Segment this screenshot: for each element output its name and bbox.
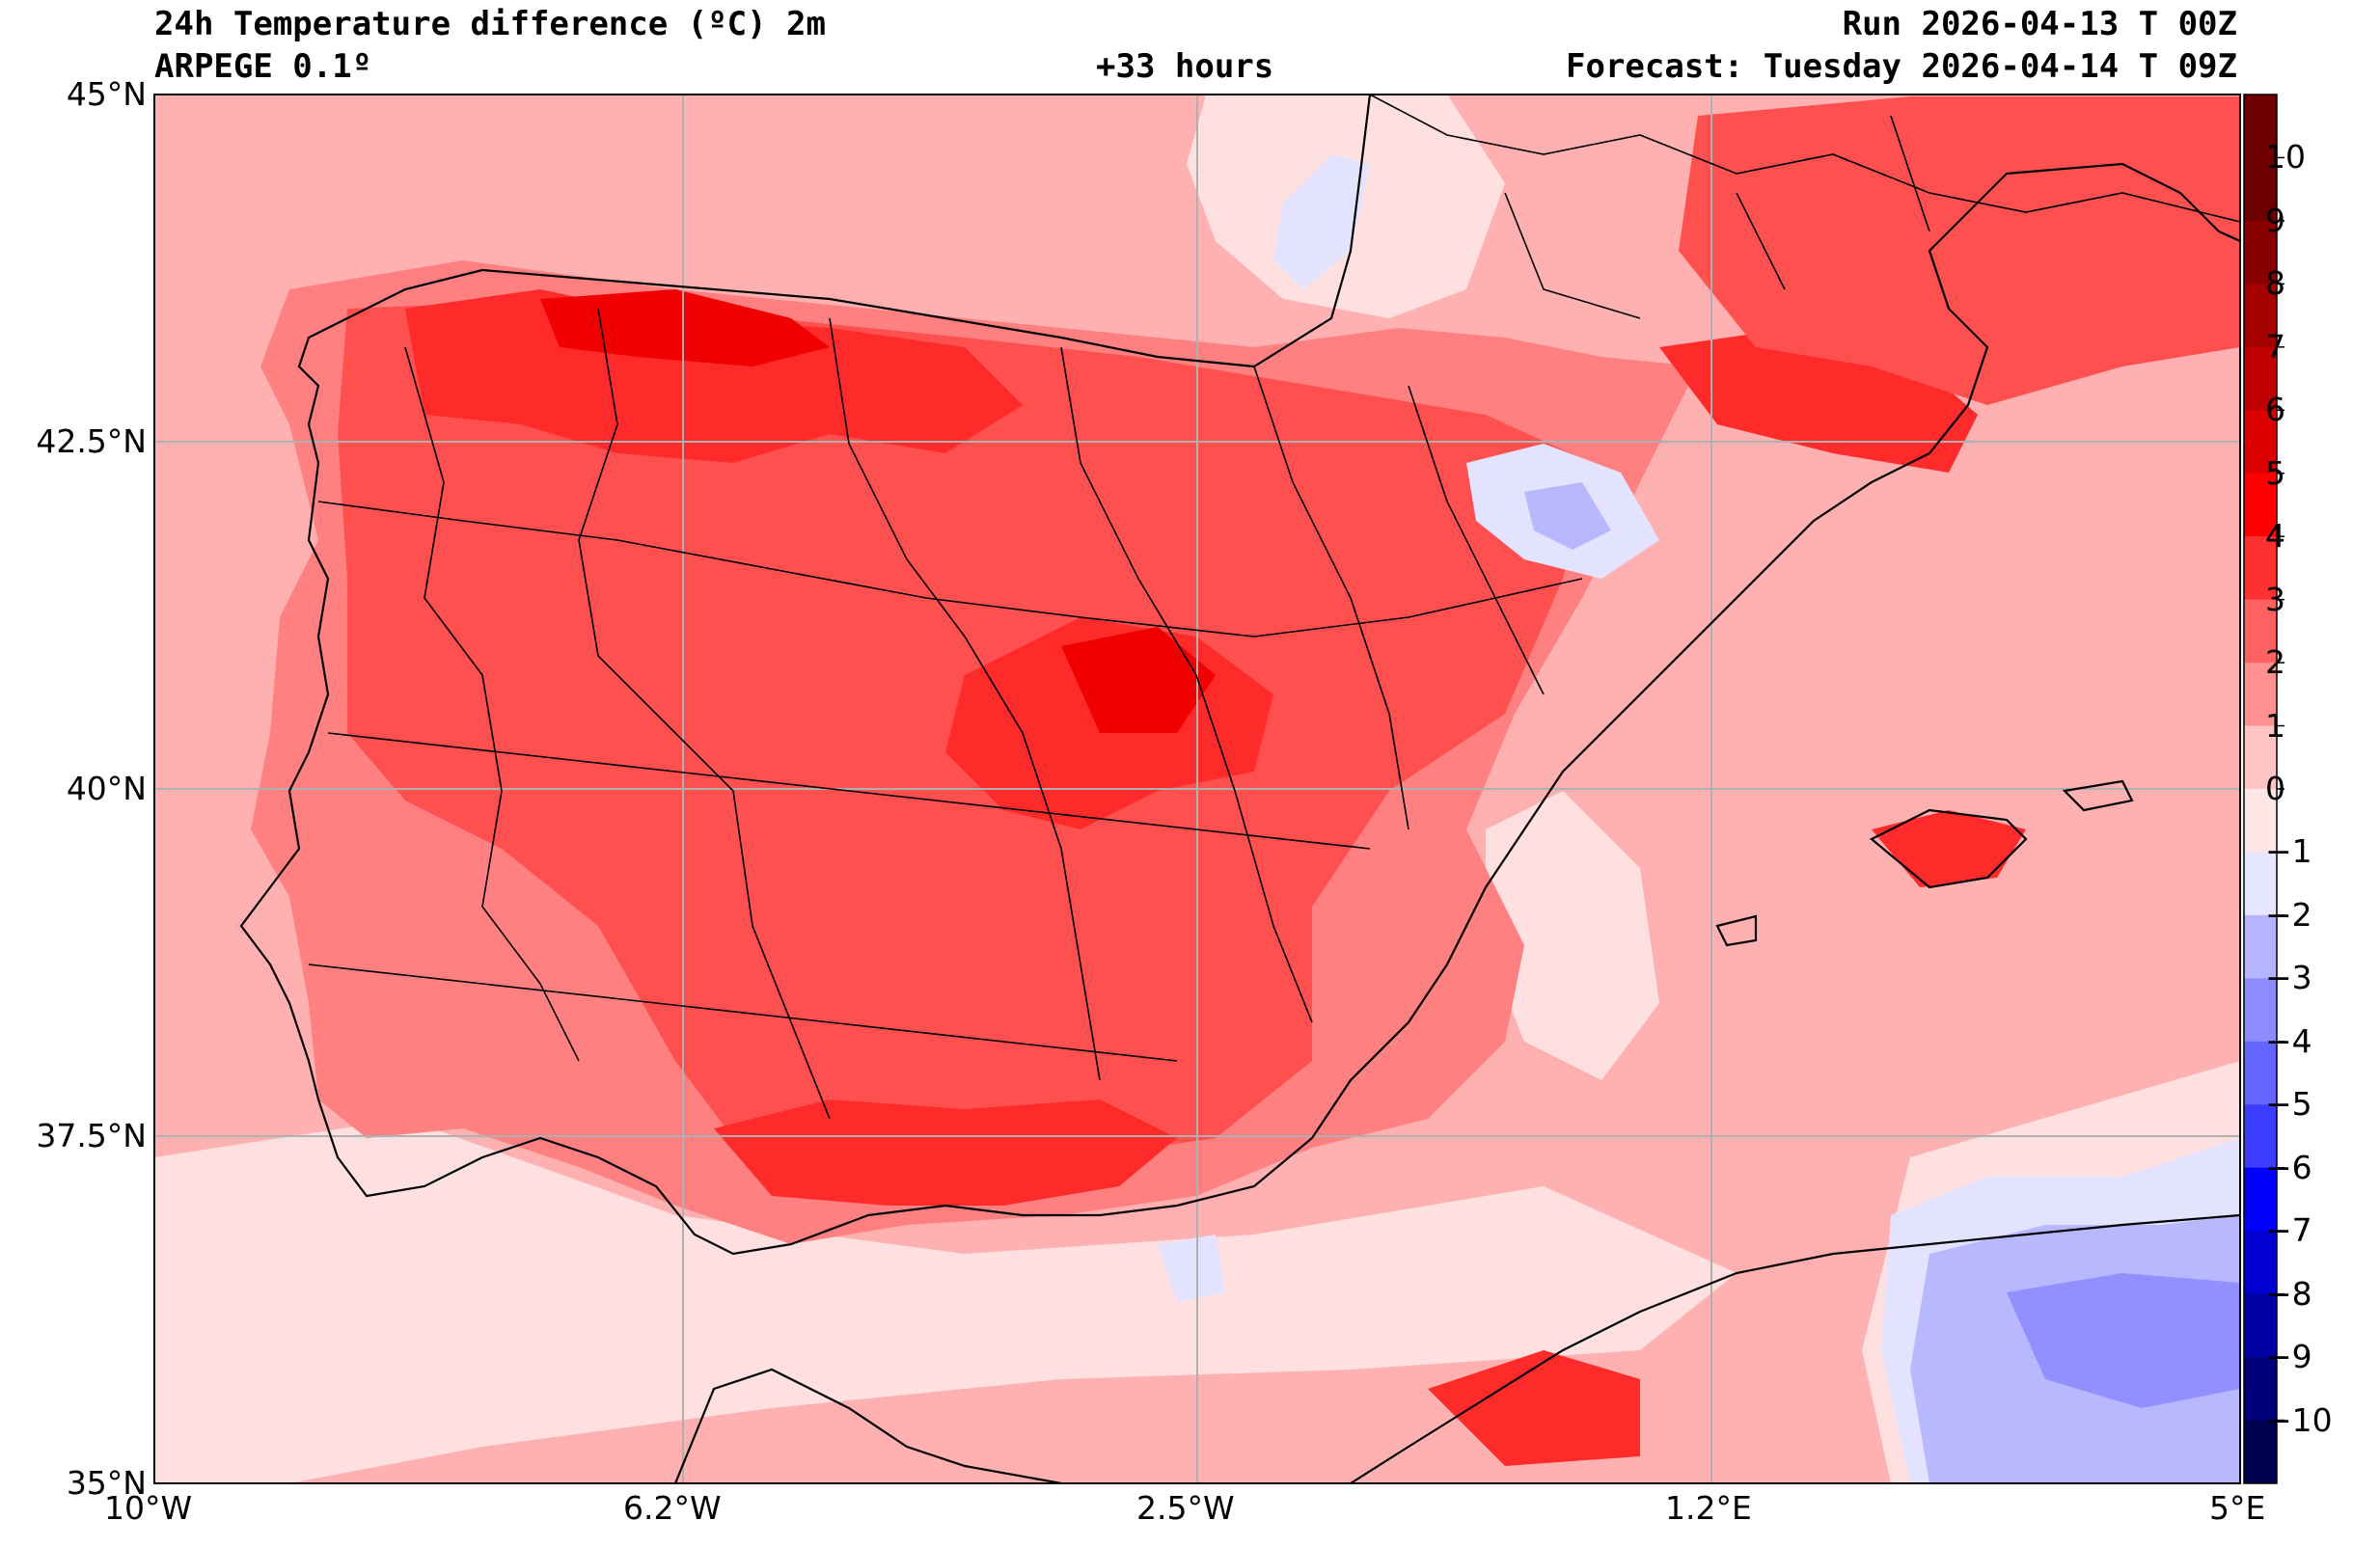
colorbar-tick-label: 3 bbox=[2265, 580, 2285, 618]
field-5-6-asturias bbox=[540, 289, 830, 366]
lat-label-35: 35°N bbox=[66, 1464, 147, 1502]
colorbar-band bbox=[2244, 914, 2277, 979]
colorbar-band bbox=[2244, 1104, 2277, 1169]
field-4-5-mallorca bbox=[1872, 810, 2026, 887]
menorca-coast bbox=[2062, 779, 2134, 812]
map-title: 24h Temperature difference (ºC) 2m bbox=[154, 5, 826, 43]
coastlines bbox=[239, 95, 2240, 1483]
field-0-1-med bbox=[1486, 791, 1659, 1080]
colorbar-tick-label: −6 bbox=[2265, 1148, 2312, 1186]
colorbar-tick-label: 0 bbox=[2265, 770, 2285, 807]
lat-label-42-5: 42.5°N bbox=[36, 422, 147, 460]
colorbar-tick-label: −4 bbox=[2265, 1021, 2312, 1060]
field-4-5-south bbox=[714, 1099, 1177, 1206]
colorbar-tick-label: −5 bbox=[2265, 1085, 2312, 1124]
model-label: ARPEGE 0.1º bbox=[154, 47, 372, 86]
iberia-coast bbox=[239, 95, 2240, 1256]
colorbar-tick-label: −8 bbox=[2265, 1274, 2312, 1313]
map-frame bbox=[153, 94, 2241, 1484]
field-m1-0-spot bbox=[1158, 1235, 1225, 1302]
colorbar-tick-label: 6 bbox=[2265, 391, 2285, 429]
forecast-label: Forecast: Tuesday 2026-04-14 T 09Z bbox=[1566, 47, 2237, 86]
colorbar-tick-label: −7 bbox=[2265, 1211, 2312, 1250]
colorbar-tick-label: 10 bbox=[2265, 138, 2306, 176]
colorbar-band bbox=[2244, 346, 2277, 411]
colorbar-band bbox=[2244, 410, 2277, 475]
colorbar-tick-label: −3 bbox=[2265, 959, 2312, 997]
colorbar-tick-label: 9 bbox=[2265, 201, 2285, 239]
colorbar-band bbox=[2244, 599, 2277, 664]
field-m2-m1-ebro bbox=[1524, 482, 1611, 550]
field-3-4-france bbox=[1679, 96, 2240, 405]
field-5-6-center bbox=[1061, 627, 1216, 733]
colorbar bbox=[2244, 95, 2284, 1484]
colorbar-tick-label: 8 bbox=[2265, 264, 2285, 303]
field-m1-0-biscay bbox=[1273, 154, 1370, 289]
lat-label-45: 45°N bbox=[66, 75, 147, 113]
colorbar-band bbox=[2244, 1420, 2277, 1484]
colorbar-band bbox=[2244, 1231, 2277, 1295]
colorbar-tick-label: 5 bbox=[2265, 453, 2285, 492]
field-m3-m2-sea bbox=[2007, 1273, 2240, 1408]
colorbar-tick-label: 7 bbox=[2265, 327, 2285, 366]
field-0-1-south bbox=[154, 1119, 1737, 1483]
colorbar-band bbox=[2244, 852, 2277, 916]
graticule bbox=[154, 95, 2240, 1483]
map-field bbox=[154, 95, 2240, 1483]
colorbar-band bbox=[2244, 1041, 2277, 1105]
mallorca-coast bbox=[1870, 808, 2028, 889]
colorbar-band bbox=[2244, 220, 2277, 285]
colorbar-band bbox=[2244, 157, 2277, 222]
colorbar-tick-label: 4 bbox=[2265, 517, 2285, 556]
admin-borders bbox=[308, 95, 2240, 1120]
colorbar-tick-label: 2 bbox=[2265, 643, 2285, 682]
colorbar-band bbox=[2244, 473, 2277, 537]
colorbar-band bbox=[2244, 1167, 2277, 1232]
lead-time-label: +33 hours bbox=[1096, 47, 1274, 86]
colorbar-band bbox=[2244, 95, 2277, 158]
lon-label-2-5w: 2.5°W bbox=[1136, 1489, 1235, 1527]
ibiza-coast bbox=[1715, 914, 1758, 947]
colorbar-frame bbox=[2243, 94, 2278, 1484]
lon-label-1-2e: 1.2°E bbox=[1665, 1489, 1752, 1527]
colorbar-band bbox=[2244, 1293, 2277, 1358]
colorbar-band bbox=[2244, 978, 2277, 1043]
field-4-5-maghreb bbox=[1428, 1350, 1640, 1466]
lon-label-5e: 5°E bbox=[2209, 1489, 2266, 1527]
colorbar-band bbox=[2244, 1357, 2277, 1422]
lat-label-40: 40°N bbox=[66, 770, 147, 807]
colorbar-band bbox=[2244, 725, 2277, 790]
colorbar-band bbox=[2244, 536, 2277, 601]
run-label: Run 2026-04-13 T 00Z bbox=[1842, 5, 2237, 43]
colorbar-tick-label: −10 bbox=[2265, 1400, 2333, 1439]
colorbar-band bbox=[2244, 284, 2277, 348]
lon-label-6-2w: 6.2°W bbox=[623, 1489, 722, 1527]
lat-label-37-5: 37.5°N bbox=[36, 1117, 147, 1154]
colorbar-tick-label: 1 bbox=[2265, 706, 2285, 745]
lon-label-10w: 10°W bbox=[104, 1489, 193, 1527]
colorbar-band bbox=[2244, 789, 2277, 853]
colorbar-tick-label: −1 bbox=[2265, 832, 2312, 871]
colorbar-tick-label: −2 bbox=[2265, 895, 2312, 934]
colorbar-band bbox=[2244, 663, 2277, 727]
colorbar-tick-label: −9 bbox=[2265, 1338, 2312, 1376]
africa-coast bbox=[673, 1213, 2240, 1483]
